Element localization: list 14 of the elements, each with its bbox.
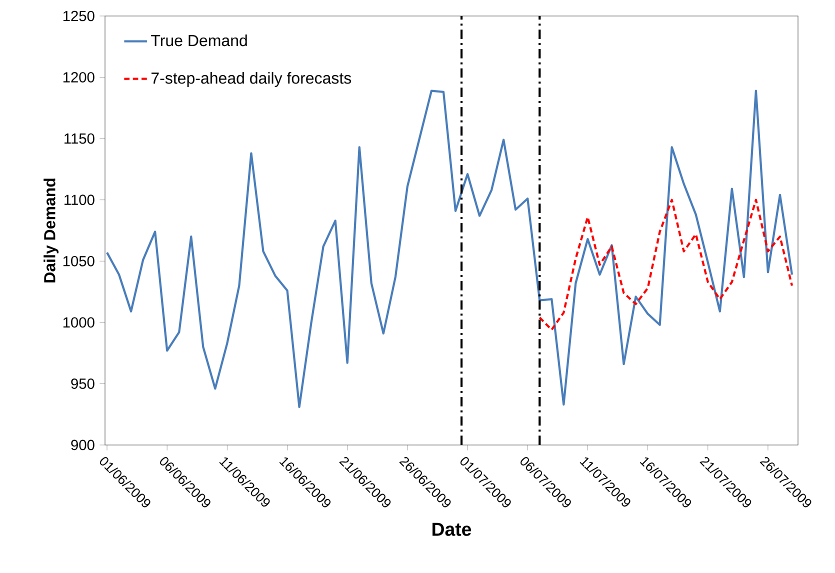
y-axis-title: Daily Demand	[44, 178, 59, 282]
y-tick-label: 900	[71, 440, 94, 450]
y-tick-label: 1150	[64, 133, 94, 144]
legend-label: True Demand	[151, 34, 247, 46]
y-tick-label: 1250	[63, 10, 94, 22]
y-tick-label: 1000	[63, 317, 94, 328]
x-axis-title: Date	[432, 522, 472, 536]
line-series	[106, 90, 794, 408]
y-tick-label: 1200	[63, 72, 94, 82]
y-tick-label: 950	[71, 378, 94, 389]
line-series	[538, 198, 794, 331]
legend-label: 7-step-ahead daily forecasts	[152, 72, 352, 87]
y-tick-label: 1050	[63, 256, 94, 266]
y-tick-label: 1100	[64, 194, 94, 206]
